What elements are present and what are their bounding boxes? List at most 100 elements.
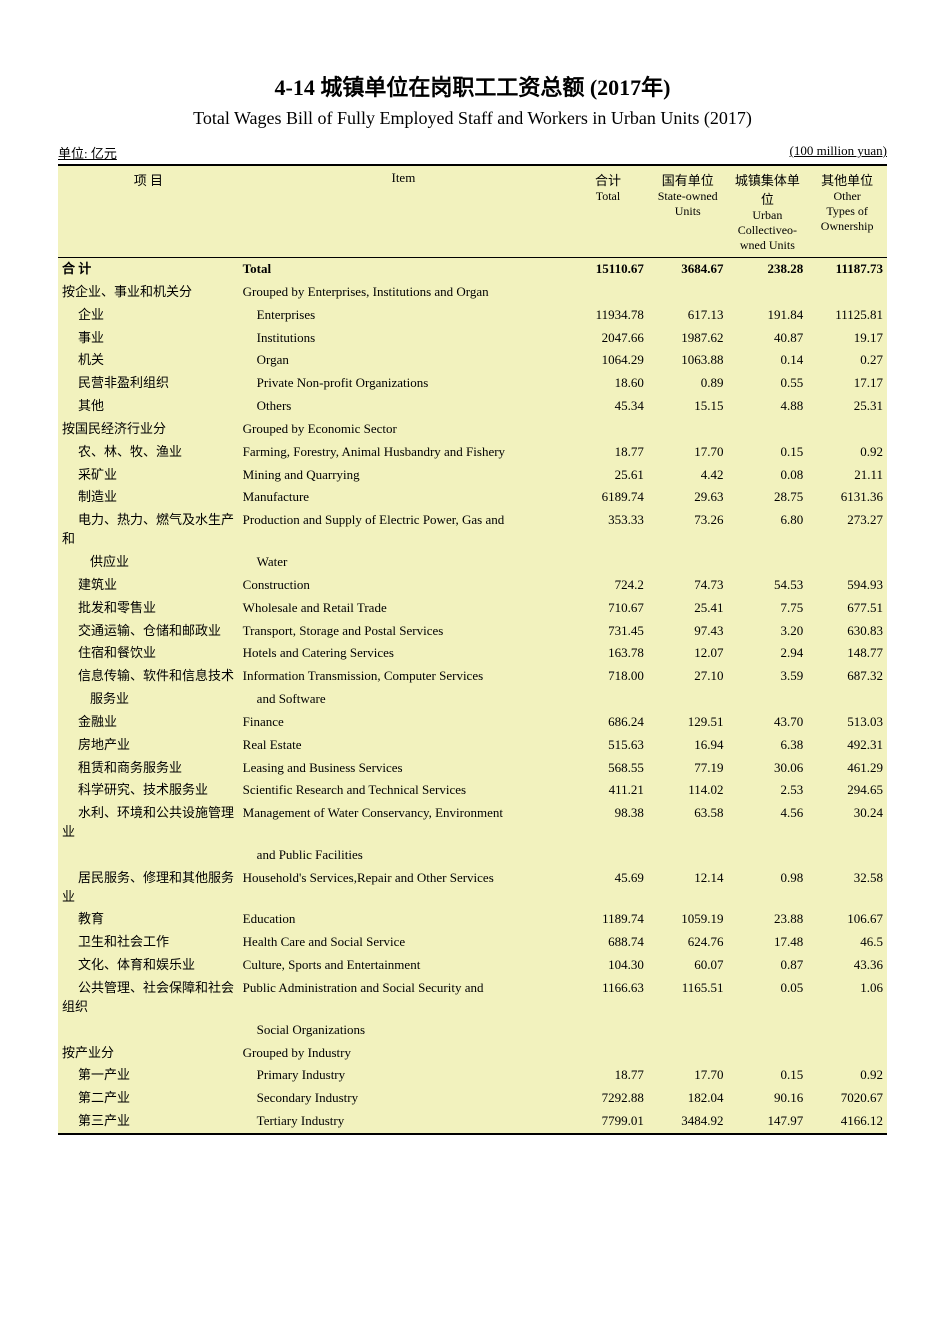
table-row: 电力、热力、燃气及水生产和Production and Supply of El… bbox=[58, 509, 887, 551]
row-value bbox=[568, 688, 648, 711]
row-label-cn: 居民服务、修理和其他服务业 bbox=[58, 867, 239, 909]
header-col-collective-cn: 城镇集体单位 bbox=[732, 170, 804, 208]
row-label-en: Hotels and Catering Services bbox=[239, 642, 568, 665]
row-value: 25.61 bbox=[568, 464, 648, 487]
header-col-collective-en-2: wned Units bbox=[732, 238, 804, 253]
row-label-en: Real Estate bbox=[239, 734, 568, 757]
table-row: 事业Institutions2047.661987.6240.8719.17 bbox=[58, 327, 887, 350]
row-value: 17.70 bbox=[648, 1064, 728, 1087]
row-value: 25.31 bbox=[807, 395, 887, 418]
row-value: 15.15 bbox=[648, 395, 728, 418]
table-row: 按企业、事业和机关分Grouped by Enterprises, Instit… bbox=[58, 281, 887, 304]
row-value bbox=[807, 844, 887, 867]
table-row: 农、林、牧、渔业Farming, Forestry, Animal Husban… bbox=[58, 441, 887, 464]
row-label-en-text: Secondary Industry bbox=[243, 1090, 358, 1105]
header-col-collective-en-0: Urban bbox=[732, 208, 804, 223]
row-label-cn: 科学研究、技术服务业 bbox=[58, 779, 239, 802]
header-item-cn: 项 目 bbox=[58, 165, 239, 258]
row-value: 1059.19 bbox=[648, 908, 728, 931]
row-value: 0.05 bbox=[728, 977, 808, 1019]
row-label-en-text: Hotels and Catering Services bbox=[243, 645, 394, 660]
table-row: 公共管理、社会保障和社会组织Public Administration and … bbox=[58, 977, 887, 1019]
row-value: 492.31 bbox=[807, 734, 887, 757]
row-value: 191.84 bbox=[728, 304, 808, 327]
row-label-cn: 批发和零售业 bbox=[58, 597, 239, 620]
header-item-cn-text: 项 目 bbox=[62, 170, 235, 189]
header-col-state-en-1: Units bbox=[652, 204, 724, 219]
row-value: 77.19 bbox=[648, 757, 728, 780]
row-value: 1987.62 bbox=[648, 327, 728, 350]
table-row: 卫生和社会工作Health Care and Social Service688… bbox=[58, 931, 887, 954]
row-label-cn-text: 企业 bbox=[62, 307, 104, 322]
row-label-en-text: Others bbox=[243, 398, 292, 413]
row-value: 30.06 bbox=[728, 757, 808, 780]
row-value: 515.63 bbox=[568, 734, 648, 757]
row-value: 0.92 bbox=[807, 1064, 887, 1087]
row-label-cn-text: 按国民经济行业分 bbox=[62, 421, 166, 436]
row-value bbox=[728, 281, 808, 304]
table-row: 服务业 and Software bbox=[58, 688, 887, 711]
row-value: 617.13 bbox=[648, 304, 728, 327]
row-label-en: Secondary Industry bbox=[239, 1087, 568, 1110]
table-row: 建筑业Construction724.274.7354.53594.93 bbox=[58, 574, 887, 597]
row-value: 12.14 bbox=[648, 867, 728, 909]
row-label-en-text: Leasing and Business Services bbox=[243, 760, 403, 775]
row-value: 7799.01 bbox=[568, 1110, 648, 1134]
row-value: 718.00 bbox=[568, 665, 648, 688]
row-label-en: Manufacture bbox=[239, 486, 568, 509]
row-value bbox=[807, 1019, 887, 1042]
row-value: 353.33 bbox=[568, 509, 648, 551]
row-label-en-text: and Public Facilities bbox=[243, 847, 363, 862]
row-label-en: Organ bbox=[239, 349, 568, 372]
row-label-cn: 第三产业 bbox=[58, 1110, 239, 1134]
row-value: 687.32 bbox=[807, 665, 887, 688]
row-value bbox=[568, 418, 648, 441]
row-label-en: Water bbox=[239, 551, 568, 574]
row-label-cn: 企业 bbox=[58, 304, 239, 327]
row-value bbox=[648, 418, 728, 441]
row-label-cn-text: 电力、热力、燃气及水生产和 bbox=[62, 512, 234, 546]
row-value bbox=[807, 688, 887, 711]
row-label-en: Total bbox=[239, 258, 568, 281]
row-label-cn-text: 金融业 bbox=[62, 714, 117, 729]
row-label-cn-text: 民营非盈利组织 bbox=[62, 375, 169, 390]
row-label-cn: 合 计 bbox=[58, 258, 239, 281]
row-label-cn-text bbox=[62, 847, 78, 862]
row-value: 294.65 bbox=[807, 779, 887, 802]
row-value: 1166.63 bbox=[568, 977, 648, 1019]
table-row: 第二产业Secondary Industry7292.88182.0490.16… bbox=[58, 1087, 887, 1110]
table-row: 教育Education1189.741059.1923.88106.67 bbox=[58, 908, 887, 931]
row-value: 3484.92 bbox=[648, 1110, 728, 1134]
row-value: 60.07 bbox=[648, 954, 728, 977]
row-value: 0.55 bbox=[728, 372, 808, 395]
row-label-en: and Public Facilities bbox=[239, 844, 568, 867]
row-value: 686.24 bbox=[568, 711, 648, 734]
row-value: 30.24 bbox=[807, 802, 887, 844]
row-label-en-text: Institutions bbox=[243, 330, 316, 345]
row-label-en-text: Household's Services,Repair and Other Se… bbox=[243, 870, 494, 885]
row-label-cn: 文化、体育和娱乐业 bbox=[58, 954, 239, 977]
row-value: 18.77 bbox=[568, 441, 648, 464]
header-col-state-cn: 国有单位 bbox=[652, 170, 724, 189]
row-label-en: Private Non-profit Organizations bbox=[239, 372, 568, 395]
row-value: 54.53 bbox=[728, 574, 808, 597]
row-label-en-text: Transport, Storage and Postal Services bbox=[243, 623, 444, 638]
row-value: 23.88 bbox=[728, 908, 808, 931]
row-value bbox=[728, 418, 808, 441]
row-value bbox=[807, 551, 887, 574]
table-row: 房地产业Real Estate515.6316.946.38492.31 bbox=[58, 734, 887, 757]
row-value: 11125.81 bbox=[807, 304, 887, 327]
row-label-en-text: Real Estate bbox=[243, 737, 302, 752]
row-label-en-text: Scientific Research and Technical Servic… bbox=[243, 782, 466, 797]
row-value bbox=[648, 1042, 728, 1065]
row-value: 17.48 bbox=[728, 931, 808, 954]
row-label-en: Public Administration and Social Securit… bbox=[239, 977, 568, 1019]
row-label-cn: 信息传输、软件和信息技术 bbox=[58, 665, 239, 688]
row-label-en-text: Organ bbox=[243, 352, 289, 367]
row-value bbox=[807, 281, 887, 304]
header-col-state: 国有单位 State-owned Units bbox=[648, 165, 728, 258]
unit-label-cn: 单位: 亿元 bbox=[58, 143, 117, 162]
row-value: 3684.67 bbox=[648, 258, 728, 281]
header-col-other: 其他单位 Other Types of Ownership bbox=[807, 165, 887, 258]
row-label-en-text: Grouped by Industry bbox=[243, 1045, 351, 1060]
